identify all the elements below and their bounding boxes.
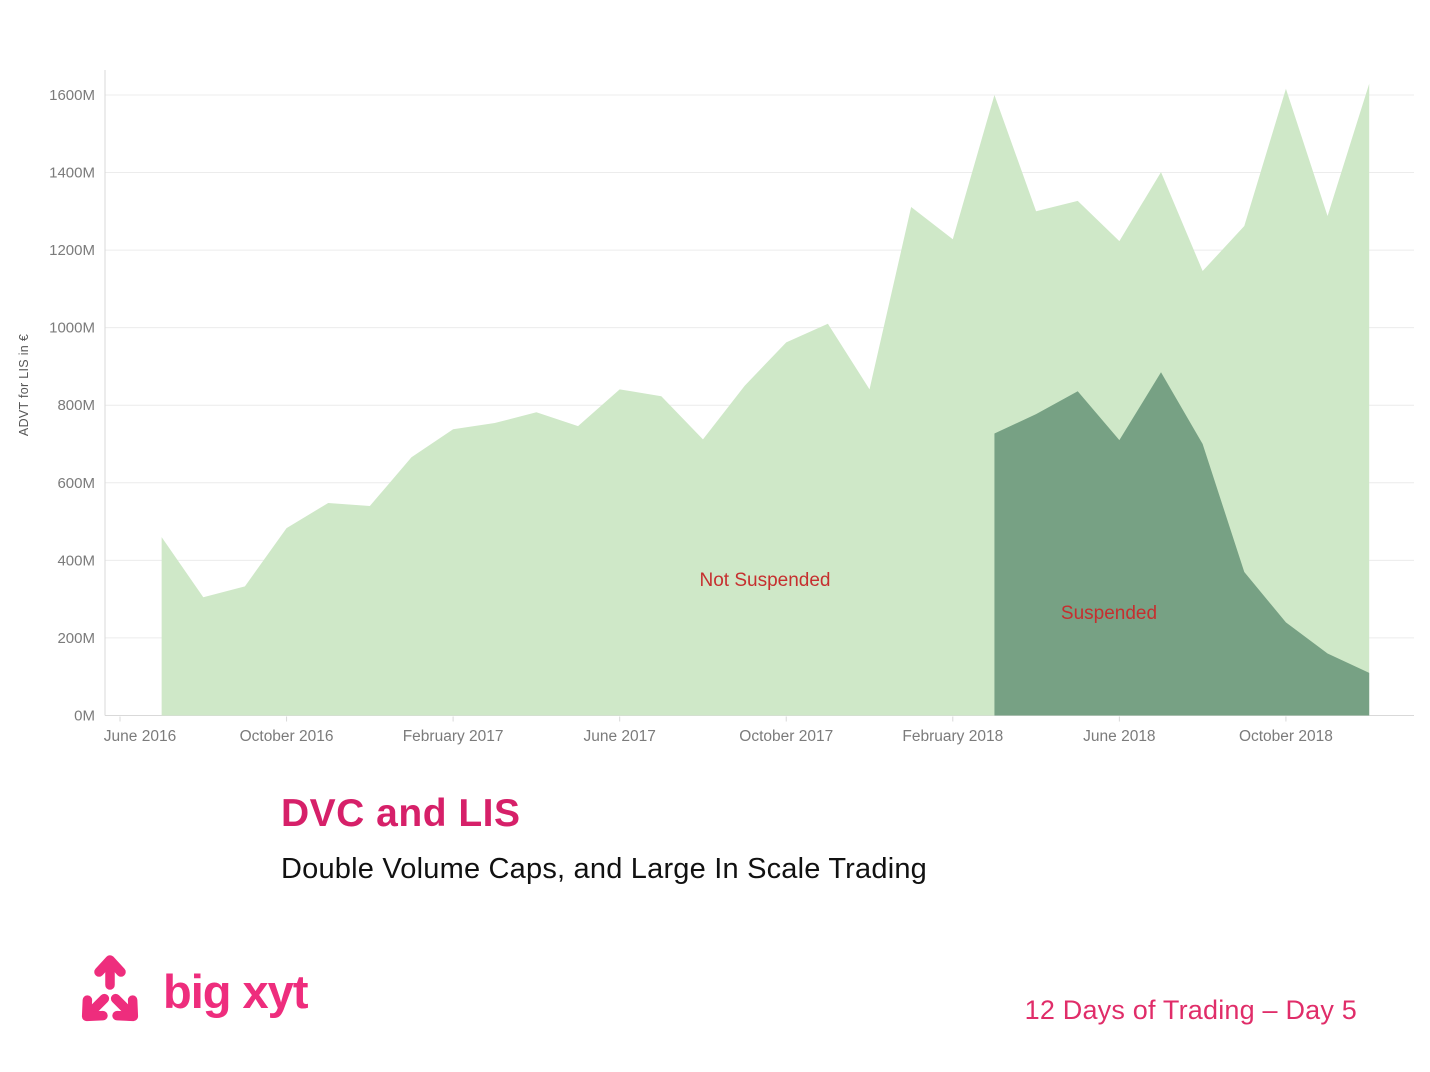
x-tick-label: June 2018 (1083, 728, 1155, 745)
brand-logo: big xyt (70, 951, 308, 1031)
advt-area-chart: 0M 200M 400M 600M 800M 1000M 1200M 1400M 1600M Ju… (17, 70, 1414, 745)
arrow-down-left (81, 993, 110, 1022)
y-tick-label: 1400M (49, 165, 95, 182)
x-tick-label: October 2016 (240, 728, 334, 745)
page-title: DVC and LIS (281, 792, 521, 835)
x-tick-label: June 2016 (104, 728, 176, 745)
y-tick-label: 1200M (49, 242, 95, 259)
y-tick-label: 1000M (49, 320, 95, 337)
x-tick-label: February 2018 (902, 728, 1003, 745)
x-tick-label: October 2017 (739, 728, 833, 745)
y-tick-label: 800M (57, 397, 95, 414)
annotation-not-suspended: Not Suspended (700, 570, 831, 591)
chart-canvas: 0M 200M 400M 600M 800M 1000M 1200M 1400M 1600M Ju… (17, 70, 1414, 745)
x-tick-label: June 2017 (583, 728, 655, 745)
y-tick-label: 0M (74, 708, 95, 725)
x-tick-label: February 2017 (403, 728, 504, 745)
annotation-suspended: Suspended (1061, 603, 1157, 624)
y-tick-label: 400M (57, 552, 95, 569)
title-block: DVC and LIS Double Volume Caps, and Larg… (281, 792, 927, 886)
y-tick-label: 1600M (49, 87, 95, 104)
y-tick-label: 200M (57, 630, 95, 647)
arrow-up (94, 955, 126, 990)
footer-note: 12 Days of Trading – Day 5 (1024, 995, 1357, 1025)
area-suspended (994, 372, 1370, 716)
bigxyt-cube-arrows-icon (81, 955, 139, 1022)
page-subtitle: Double Volume Caps, and Large In Scale T… (281, 852, 927, 885)
y-axis-title: ADVT for LIS in € (17, 334, 31, 436)
arrow-down-right (110, 993, 139, 1022)
x-tick-label: October 2018 (1239, 728, 1333, 745)
brand-name: big xyt (163, 964, 308, 1018)
y-tick-label: 600M (57, 475, 95, 492)
